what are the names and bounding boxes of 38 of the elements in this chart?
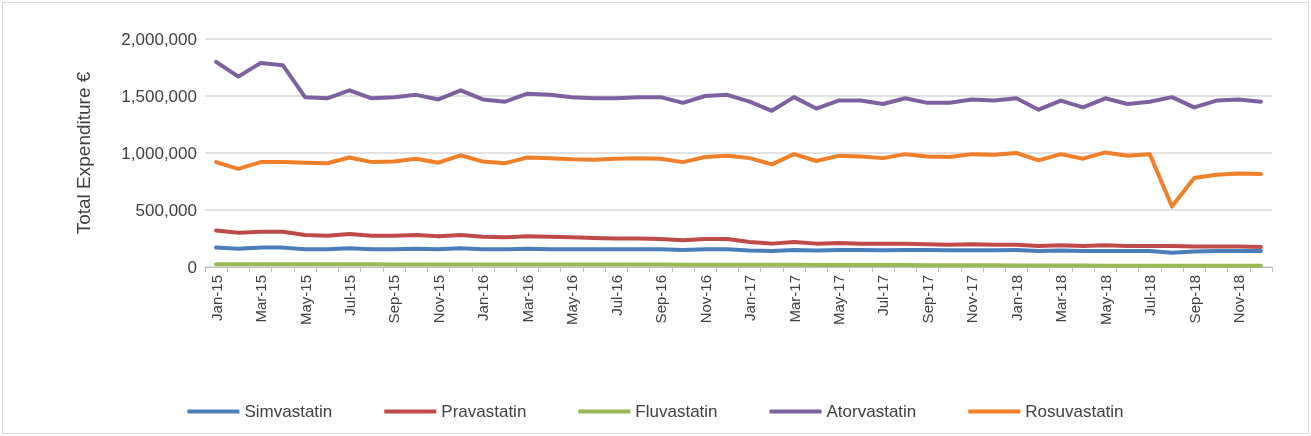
x-tick-label: Nov-15 [429,275,447,324]
y-tick-label: 0 [187,257,197,277]
x-tick-label: May-17 [830,275,848,326]
x-tick-label: May-15 [296,275,314,326]
x-tick-label: Jul-15 [340,275,358,316]
legend-label: Atorvastatin [826,402,917,421]
line-series [214,228,1263,250]
y-tick-label: 1,000,000 [121,143,197,163]
x-tick-label: Jul-16 [607,275,625,316]
x-tick-label: Sep-16 [652,275,670,324]
x-tick-label: May-18 [1096,275,1114,326]
x-tick-label: Mar-18 [1052,275,1070,323]
x-tick-label: Sep-18 [1185,275,1203,324]
x-tick-label: Jul-17 [874,275,892,316]
x-tick-label: Nov-18 [1230,275,1248,324]
y-axis-title: Total Expenditure € [73,71,94,235]
x-tick-label: Mar-15 [252,275,270,323]
line-series [214,59,1263,113]
x-tick-label: Mar-17 [785,275,803,323]
x-tick-label: Sep-15 [385,275,403,324]
x-tick-label: Jul-18 [1141,275,1159,316]
line-series [214,150,1263,209]
x-tick-label: Mar-16 [518,275,536,323]
legend-label: Fluvastatin [635,402,718,421]
y-tick-label: 500,000 [135,200,197,220]
y-tick-label: 2,000,000 [121,29,197,49]
x-tick-label: Nov-17 [963,275,981,324]
x-tick-label: Jan-17 [741,275,759,321]
legend-label: Pravastatin [441,402,527,421]
legend-label: Simvastatin [244,402,333,421]
legend-label: Rosuvastatin [1025,402,1124,421]
x-tick-label: Nov-16 [696,275,714,324]
x-tick-label: Jan-15 [207,275,225,321]
y-tick-label: 1,500,000 [121,86,197,106]
x-tick-label: Sep-17 [918,275,936,324]
x-tick-label: Jan-16 [474,275,492,321]
x-tick-label: May-16 [563,275,581,326]
x-tick-label: Jan-18 [1007,275,1025,321]
